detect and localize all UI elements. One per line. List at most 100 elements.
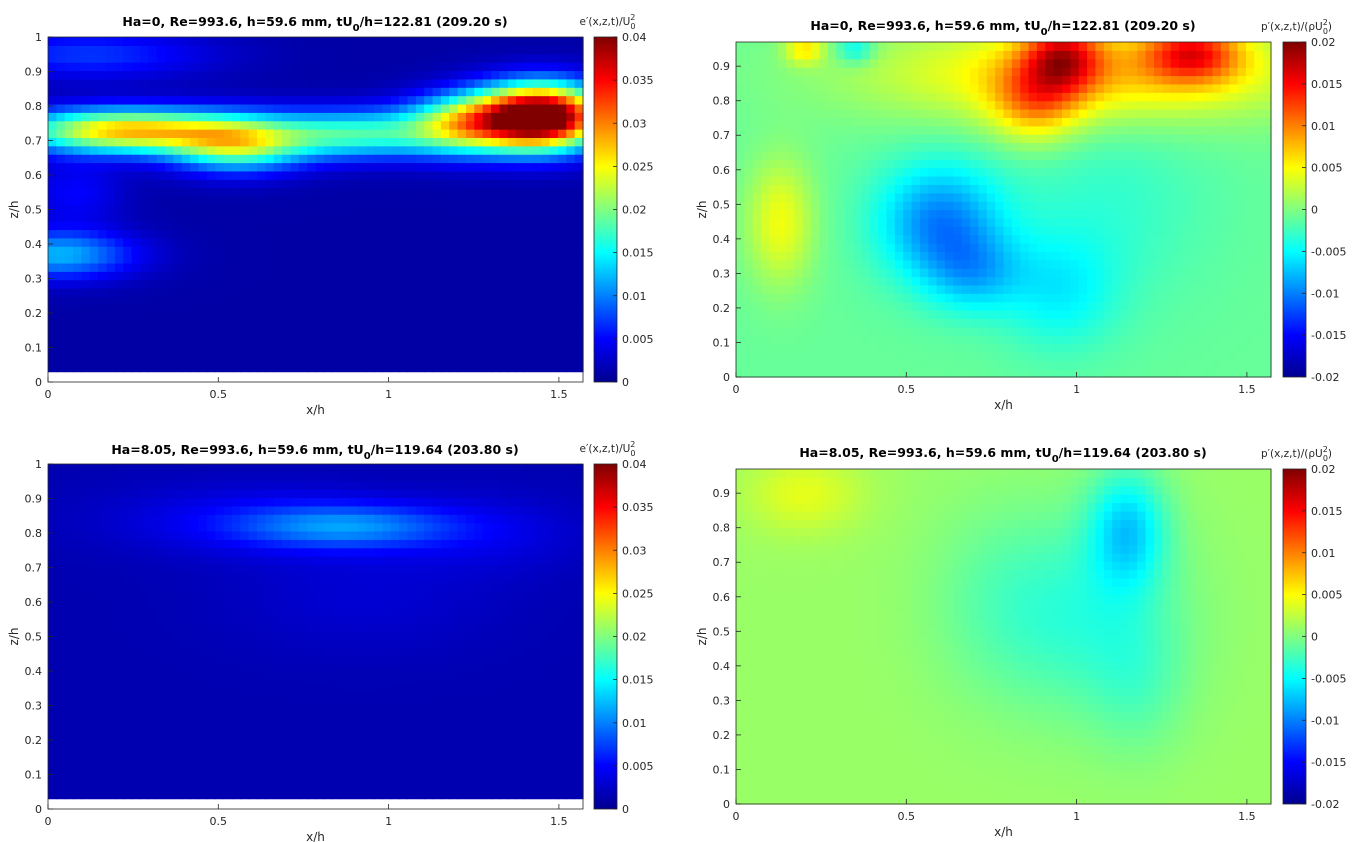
heatmap-cell [64, 145, 74, 155]
heatmap-cell [48, 304, 57, 314]
heatmap-cell [440, 179, 450, 189]
heatmap-cell [1078, 335, 1088, 345]
heatmap-cell [819, 125, 829, 135]
heatmap-cell [986, 284, 996, 294]
heatmap-cell [123, 221, 133, 231]
heatmap-cell [73, 87, 83, 97]
heatmap-cell [198, 129, 208, 138]
heatmap-cell [240, 170, 250, 180]
heatmap-cell [156, 262, 166, 272]
heatmap-cell [357, 53, 367, 63]
heatmap-cell [1237, 142, 1247, 152]
heatmap-cell [532, 37, 542, 46]
heatmap-cell [298, 346, 308, 356]
heatmap-cell [432, 321, 442, 331]
heatmap-cell [970, 368, 980, 378]
heatmap-cell [869, 318, 879, 328]
heatmap-cell [1011, 109, 1021, 118]
heatmap-cell [507, 287, 517, 297]
heatmap-cell [819, 368, 829, 378]
heatmap-cell [752, 293, 762, 303]
heatmap-cell [231, 70, 241, 80]
heatmap-cell [1070, 117, 1080, 127]
heatmap-cell [549, 296, 559, 306]
heatmap-cell [181, 271, 191, 281]
heatmap-cell [903, 343, 913, 353]
heatmap-cell [1095, 259, 1105, 269]
heatmap-cell [89, 354, 99, 364]
heatmap-cell [1078, 217, 1088, 227]
heatmap-cell [114, 279, 124, 289]
heatmap-cell [491, 37, 501, 46]
heatmap-cell [1195, 209, 1205, 219]
heatmap-cell [869, 134, 879, 144]
heatmap-cell [190, 237, 200, 247]
heatmap-cell [861, 83, 871, 93]
heatmap-cell [541, 195, 551, 205]
heatmap-cell [853, 301, 862, 311]
heatmap-cell [139, 112, 149, 122]
heatmap-cell [1145, 234, 1155, 244]
heatmap-cell [802, 293, 812, 303]
heatmap-cell [499, 296, 509, 306]
heatmap-cell [48, 95, 57, 105]
heatmap-cell [1078, 209, 1088, 219]
heatmap-cell [1237, 159, 1247, 169]
heatmap-cell [240, 129, 250, 138]
heatmap-cell [482, 145, 492, 155]
heatmap-cell [1070, 251, 1080, 261]
heatmap-cell [332, 338, 342, 348]
heatmap-cell [474, 313, 484, 323]
heatmap-cell [827, 268, 837, 278]
heatmap-cell [282, 145, 292, 155]
heatmap-cell [574, 304, 584, 314]
heatmap-cell [786, 142, 796, 152]
heatmap-cell [348, 45, 358, 55]
heatmap-cell [541, 62, 551, 72]
heatmap-cell [114, 304, 124, 314]
heatmap-cell [106, 237, 116, 247]
heatmap-cell [165, 237, 174, 247]
heatmap-cell [240, 287, 250, 297]
heatmap-cell [1045, 243, 1055, 252]
heatmap-cell [474, 170, 484, 180]
heatmap-cell [995, 117, 1005, 127]
heatmap-cell [1070, 176, 1080, 185]
heatmap-cell [374, 120, 383, 130]
heatmap-cell [440, 145, 450, 155]
heatmap-cell [557, 254, 567, 264]
heatmap-cell [736, 251, 745, 261]
heatmap-cell [48, 279, 57, 289]
heatmap-cell [499, 262, 509, 272]
heatmap-cell [432, 287, 442, 297]
y-tick-label: 0.5 [25, 204, 43, 217]
heatmap-cell [1087, 251, 1097, 261]
heatmap-cell [399, 120, 409, 130]
heatmap-cell [794, 360, 804, 370]
x-tick-label: 1.5 [550, 388, 568, 401]
heatmap-cell [744, 351, 754, 361]
heatmap-cell [415, 321, 425, 331]
heatmap-cell [1087, 83, 1097, 93]
heatmap-cell [1137, 134, 1147, 144]
heatmap-cell [1120, 276, 1130, 286]
heatmap-cell [390, 112, 400, 122]
heatmap-cell [827, 192, 837, 202]
heatmap-cell [936, 75, 946, 85]
heatmap-cell [1212, 150, 1222, 160]
heatmap-cell [1053, 293, 1063, 303]
heatmap-cell [491, 287, 501, 297]
heatmap-cell [819, 226, 829, 236]
heatmap-cell [198, 187, 208, 197]
heatmap-cell [282, 363, 292, 373]
heatmap-cell [298, 112, 308, 122]
heatmap-cell [744, 360, 754, 370]
heatmap-cell [819, 209, 829, 219]
heatmap-cell [1229, 134, 1239, 144]
heatmap-cell [348, 287, 358, 297]
heatmap-cell [1020, 100, 1030, 110]
heatmap-cell [574, 78, 584, 88]
heatmap-cell [399, 70, 409, 80]
heatmap-cell [894, 217, 904, 227]
heatmap-cell [190, 296, 200, 306]
